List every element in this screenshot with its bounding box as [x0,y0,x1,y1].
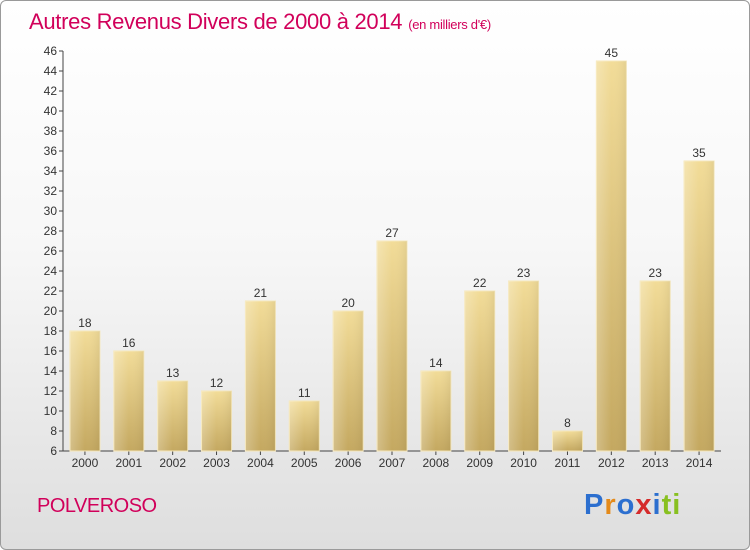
proxiti-logo: Proxiti [584,489,682,521]
value-label: 8 [564,416,571,430]
title-text: Autres Revenus Divers de 2000 à 2014 [29,9,403,34]
axes: 6 8 10 12 14 16 18 20 22 24 26 28 30 32 34 36 38 40 42 44 46… [44,44,721,470]
y-tick-label: 14 [44,364,58,378]
value-label: 11 [298,386,311,400]
y-tick-label: 42 [44,84,58,98]
x-tick-label: 2005 [291,456,318,470]
x-tick-label: 2006 [335,456,362,470]
bar-shade [333,311,364,451]
x-tick-label: 2004 [247,456,274,470]
value-label: 22 [473,276,487,290]
y-tick-label: 26 [44,244,58,258]
y-tick-label: 8 [50,424,57,438]
y-tick-label: 32 [44,184,58,198]
x-tick-label: 2008 [423,456,450,470]
y-tick-label: 40 [44,104,58,118]
value-label: 12 [210,376,224,390]
x-tick-label: 2000 [72,456,99,470]
bar-shade [113,351,144,451]
value-label: 18 [78,316,92,330]
x-tick-label: 2002 [159,456,186,470]
value-label: 13 [166,366,180,380]
value-label: 20 [341,296,355,310]
y-tick-label: 44 [44,64,58,78]
value-label: 23 [517,266,531,280]
x-tick-label: 2011 [555,456,581,470]
bar-shade [552,431,583,451]
y-tick-label: 38 [44,124,58,138]
y-tick-label: 30 [44,204,58,218]
value-label: 23 [649,266,663,280]
y-tick-label: 34 [44,164,58,178]
chart-title: Autres Revenus Divers de 2000 à 2014 (en … [29,9,491,35]
y-tick-label: 46 [44,44,58,58]
value-label: 27 [385,226,399,240]
value-label: 14 [429,356,443,370]
y-tick-label: 12 [44,384,58,398]
x-tick-label: 2013 [642,456,669,470]
title-unit: (en milliers d'€) [408,17,491,32]
bar-shade [289,401,320,451]
bar-shade [69,331,100,451]
bar-shade [157,381,188,451]
bar-shade [640,281,671,451]
x-tick-label: 2003 [203,456,230,470]
bar-shade [508,281,539,451]
x-tick-label: 2009 [466,456,493,470]
value-label: 16 [122,336,136,350]
y-tick-label: 20 [44,304,58,318]
y-tick-label: 28 [44,224,58,238]
bar-shade [201,391,232,451]
x-tick-label: 2001 [115,456,142,470]
bar-shade [464,291,495,451]
place-name: POLVEROSO [37,495,157,517]
y-tick-label: 16 [44,344,58,358]
y-tick-label: 24 [44,264,58,278]
x-tick-label: 2012 [598,456,625,470]
value-label: 35 [692,146,706,160]
bar-shade [420,371,451,451]
y-tick-label: 36 [44,144,58,158]
x-tick-label: 2014 [686,456,713,470]
value-label: 45 [605,46,619,60]
bar-shade [684,161,715,451]
value-label: 21 [254,286,268,300]
bars: 18 16 13 12 21 11 20 27 14 22 23 8 45 23 35 [69,46,715,452]
bar-shade [245,301,276,451]
bar-shade [377,241,407,451]
x-tick-label: 2007 [379,456,406,470]
x-tick-label: 2010 [510,456,537,470]
y-tick-label: 18 [44,324,58,338]
y-tick-label: 6 [50,444,57,458]
y-tick-label: 10 [44,404,58,418]
y-tick-label: 22 [44,284,58,298]
bar-shade [596,61,627,451]
